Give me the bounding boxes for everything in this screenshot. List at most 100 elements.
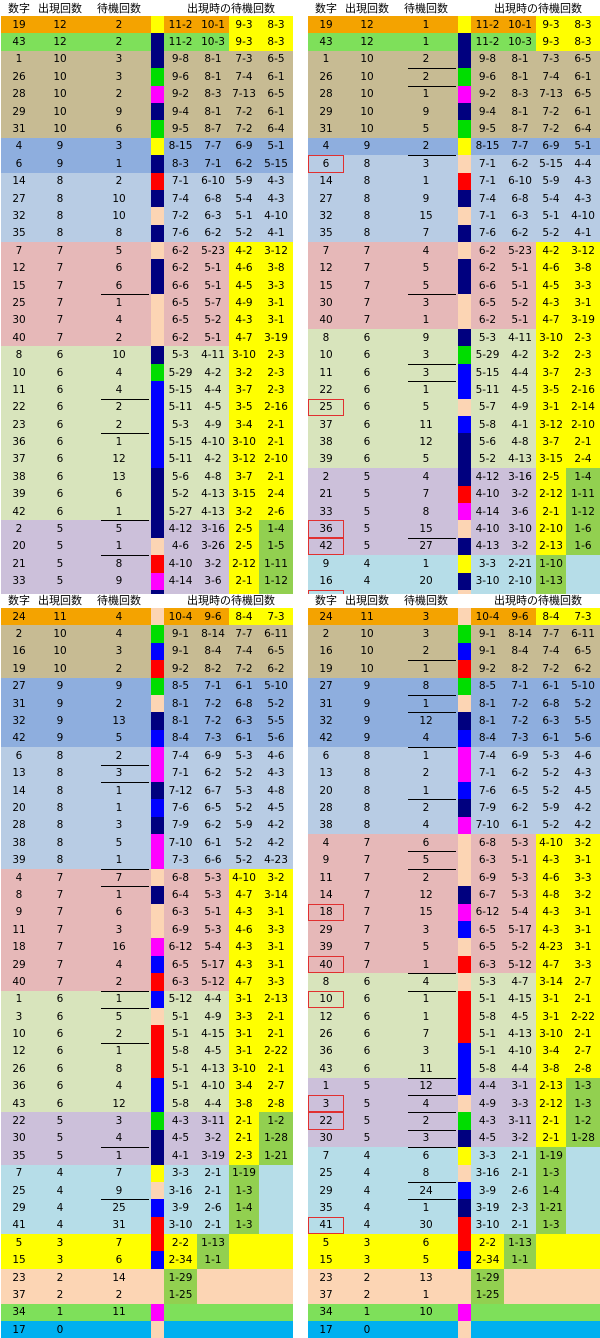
wait-hist-cell-1: 5-15 (168, 383, 193, 396)
underline-marker (101, 990, 149, 992)
number-cell: 2 (15, 523, 23, 536)
wait-count-cell: 4 (115, 1080, 123, 1093)
number-cell: 35 (12, 227, 26, 240)
appear-count-cell: 5 (363, 1115, 371, 1128)
number-cell: 7 (15, 244, 23, 257)
appear-count-cell: 6 (363, 418, 371, 431)
wait-hist-cell-3: 5-2 (542, 767, 560, 780)
table-row: 19 10 2 9-2 8-2 7-2 6-2 (1, 660, 293, 678)
color-marker (458, 433, 471, 451)
appear-count-cell: 1 (56, 1306, 64, 1319)
number-cell: 39 (319, 941, 333, 954)
wait-count-cell: 14 (112, 1271, 126, 1284)
wait-hist-cell-3: 5-9 (542, 801, 560, 814)
wait-hist-cell-3: 2-1 (536, 502, 566, 521)
wait-hist-cell-3: 1-21 (536, 1199, 566, 1217)
number-cell: 33 (319, 505, 333, 518)
table-row: 18 7 15 6-12 5-4 4-3 3-1 (308, 903, 600, 922)
wait-hist-cell-4: 2-16 (566, 381, 600, 399)
appear-count-cell: 8 (363, 192, 371, 205)
wait-hist-cell-3: 2-5 (229, 520, 259, 538)
appear-count-cell: 7 (56, 906, 64, 919)
wait-hist-cell-3: 5-4 (235, 192, 253, 205)
wait-hist-cell-2: 4-2 (204, 453, 222, 466)
wait-hist-cell-1: 5-8 (171, 1045, 190, 1058)
wait-hist-cell-4: 4-3 (574, 767, 592, 780)
wait-hist-cell-4: 6-1 (574, 105, 592, 118)
wait-hist-cell-1: 8-1 (171, 715, 190, 728)
color-marker (151, 155, 164, 173)
color-marker (458, 120, 471, 138)
wait-hist-cell-1: 9-5 (478, 123, 497, 136)
number-cell: 37 (12, 453, 26, 466)
wait-hist-cell-3: 3-10 (536, 1025, 566, 1043)
appear-count-cell: 7 (56, 244, 64, 257)
wait-count-cell: 6 (115, 262, 123, 275)
wait-hist-cell-1: 7-4 (478, 749, 497, 762)
wait-hist-cell-2: 5-1 (204, 279, 222, 292)
wait-hist-cell-1: 8-1 (478, 715, 497, 728)
appear-count-cell: 7 (56, 296, 64, 309)
wait-hist-cell-3: 4-3 (229, 311, 259, 330)
color-marker (458, 903, 471, 922)
wait-count-cell: 1 (115, 1045, 123, 1058)
table-row: 29 10 9 9-4 8-1 7-2 6-1 (1, 102, 293, 121)
number-cell: 18 (308, 903, 344, 922)
wait-hist-cell-3: 4-3 (229, 938, 259, 956)
wait-hist-cell-1: 11-2 (168, 18, 193, 31)
appear-count-cell: 4 (363, 1149, 371, 1162)
wait-count-cell: 1 (422, 662, 430, 675)
wait-hist-cell-2: 8-1 (204, 105, 222, 118)
wait-hist-cell-4: 4-3 (267, 192, 285, 205)
wait-hist-cell-4: 2-6 (259, 502, 293, 521)
wait-hist-cell-4: 4-1 (267, 227, 285, 240)
color-marker (151, 747, 164, 765)
wait-hist-cell-3: 4-5 (229, 276, 259, 295)
color-marker (151, 1129, 164, 1148)
wait-hist-cell-1: 9-6 (171, 70, 190, 83)
table-row: 25 7 1 6-5 5-7 4-9 3-1 (1, 294, 293, 312)
table-row: 16 10 3 9-1 8-4 7-4 6-5 (1, 642, 293, 661)
wait-hist-cell-1: 6-2 (171, 331, 190, 344)
wait-count-cell: 9 (422, 331, 430, 344)
wait-hist-cell-3: 4-8 (536, 886, 566, 904)
panel-bottom-right: 数字 出現回数 待機回数 出現時の待機回数 24 11 3 10-4 9-6 8-4 7-3 2 10 3… (308, 594, 600, 1338)
underline-marker (101, 433, 149, 435)
wait-hist-cell-2: 8-4 (511, 645, 529, 658)
color-marker (458, 834, 471, 852)
wait-hist-cell-4: 3-3 (259, 921, 293, 939)
underline-marker (101, 555, 149, 557)
wait-hist-cell-1: 3-10 (475, 575, 500, 588)
wait-hist-cell-4: 5-10 (571, 680, 595, 693)
wait-hist-cell-3: 3-7 (536, 433, 566, 451)
table-row: 42 9 4 8-4 7-3 6-1 5-6 (308, 729, 600, 748)
table-row: 32 8 10 7-2 6-3 5-1 4-10 (1, 207, 293, 225)
appear-count-cell: 4 (363, 1167, 371, 1180)
appear-count-cell: 8 (56, 175, 64, 188)
wait-hist-cell-4: 5-15 (264, 157, 288, 170)
wait-hist-cell-1: 3-19 (475, 1201, 500, 1214)
wait-hist-cell-3: 7-2 (235, 105, 253, 118)
table-row: 14 8 2 7-1 6-10 5-9 4-3 (1, 172, 293, 190)
wait-hist-cell-1: 5-3 (171, 418, 190, 431)
number-cell: 19 (12, 662, 26, 675)
number-cell: 7 (15, 1167, 23, 1180)
wait-hist-cell-2: 6-5 (204, 801, 222, 814)
color-marker (458, 276, 471, 295)
wait-count-cell: 1 (422, 18, 430, 31)
wait-hist-cell-2: 2-1 (204, 1219, 222, 1232)
wait-hist-cell-1: 5-1 (171, 1062, 190, 1075)
appear-count-cell: 2 (363, 1288, 371, 1301)
wait-hist-cell-3: 4-7 (229, 886, 259, 904)
number-cell: 29 (319, 1184, 333, 1197)
table-row: 31 9 2 8-1 7-2 6-8 5-2 (1, 694, 293, 713)
table-row: 35 4 1 3-19 2-3 1-21 (308, 1199, 600, 1217)
wait-hist-cell-1: 5-3 (478, 975, 497, 988)
table-row: 15 3 5 2-34 1-1 (308, 1251, 600, 1269)
table-row: 20 8 1 7-6 6-5 5-2 4-5 (308, 781, 600, 800)
wait-hist-cell-4: 3-14 (259, 886, 293, 904)
number-cell: 27 (319, 192, 333, 205)
wait-hist-cell-3: 4-23 (536, 938, 566, 956)
wait-count-cell: 3 (422, 157, 430, 170)
color-marker (458, 450, 471, 469)
